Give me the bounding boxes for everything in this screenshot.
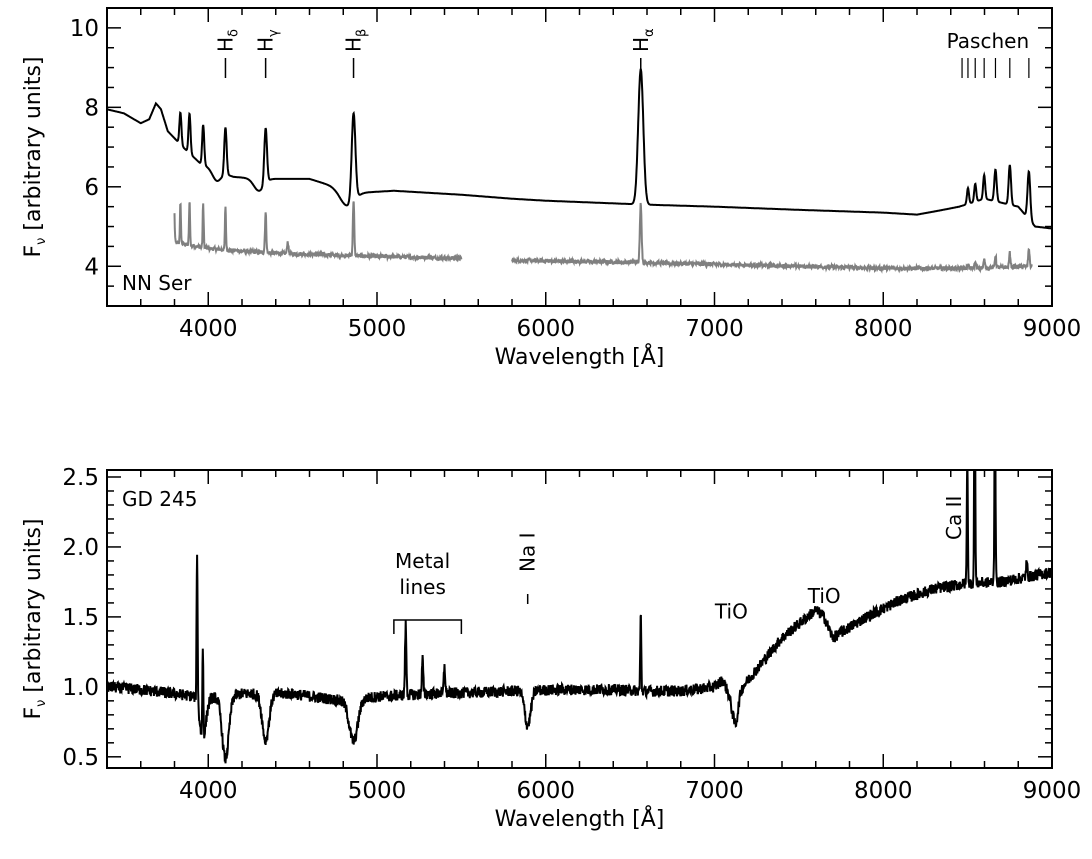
na-label: Na I [516,533,540,572]
x-tick-label: 5000 [348,778,407,804]
line-marker-label: Hδ [213,29,241,52]
x-tick-label: 8000 [854,778,913,804]
x-tick-label: 7000 [685,316,744,342]
y-tick-label: 8 [84,95,99,121]
x-tick-label: 4000 [179,316,238,342]
line-marker-label: Hα [629,28,657,52]
paschen-label: Paschen [947,29,1030,53]
x-tick-label: 7000 [685,778,744,804]
x-tick-label: 6000 [516,316,575,342]
metal-lines-label: Metal lines [395,549,450,599]
object-label: GD 245 [122,487,197,511]
panel-nn-ser: 4000 5000 6000 7000 8000 9000 4 6 8 10 Wavelength … [21,7,1082,370]
spectrum-series-1-segment-1 [511,202,1033,274]
y-tick-label: 4 [84,254,99,280]
line-marker-label: Hβ [342,29,370,52]
tio-label: TiO [807,584,841,608]
x-tick-label: 8000 [854,316,913,342]
tio-label: TiO [714,599,748,623]
x-tick-label: 9000 [1023,778,1082,804]
metal-lines-bracket [393,619,463,634]
y-tick-label: 6 [84,175,99,201]
x-tick-label: 9000 [1023,316,1082,342]
y-tick-label: 2.5 [62,465,99,491]
y-tick-label: 1.5 [62,605,99,631]
panel-gd-245: 4000 5000 6000 7000 8000 9000 0.5 1.0 1.5 2.0 2.5 W… [21,465,1082,832]
spectrum-series-0-segment-0 [107,68,1052,230]
x-tick-label: 4000 [179,778,238,804]
line-marker-label: Hγ [254,29,282,52]
x-axis-title: Wavelength [Å] [495,343,665,370]
y-tick-label: 1.0 [62,675,99,701]
y-tick-label: 2.0 [62,535,99,561]
spectrum-series-0-segment-0 [107,470,1052,764]
y-tick-label: 10 [70,16,99,42]
plot-frame [106,469,1053,769]
spectrum-series-1-segment-0 [173,201,463,263]
x-axis-title: Wavelength [Å] [495,805,665,832]
y-axis-title: Fν [arbitrary units] [21,57,49,258]
y-tick-label: 0.5 [62,745,99,771]
object-label: NN Ser [122,271,192,295]
x-tick-label: 6000 [516,778,575,804]
x-tick-label: 5000 [348,316,407,342]
y-axis-title: Fν [arbitrary units] [21,519,49,720]
ca-label: Ca II [942,496,966,540]
